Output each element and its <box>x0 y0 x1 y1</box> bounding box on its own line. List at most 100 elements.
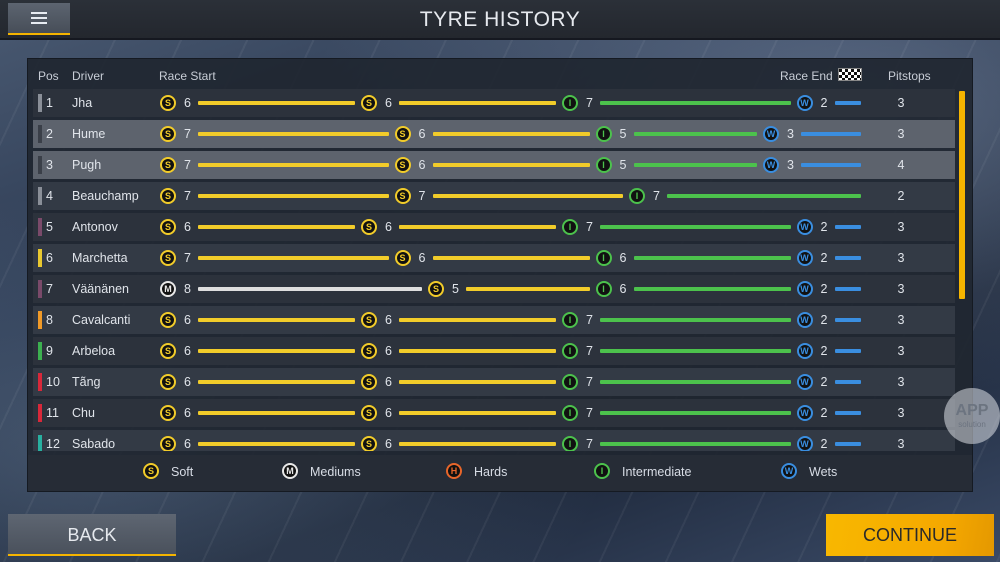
table-row[interactable]: 1 Jha S 6 S 6 I 7 W 2 3 <box>33 89 955 117</box>
watermark-line2: solution <box>958 420 986 429</box>
table-row[interactable]: 4 Beauchamp S 7 S 7 I 7 2 <box>33 182 955 210</box>
stint-bar <box>399 380 556 384</box>
driver-name: Chu <box>72 406 95 420</box>
stint-laps: 7 <box>184 251 191 265</box>
team-color-bar <box>38 218 42 236</box>
soft-tyre-icon: S <box>361 343 377 359</box>
stint-laps: 7 <box>586 375 593 389</box>
stint-bar <box>801 163 861 167</box>
driver-name: Väänänen <box>72 282 130 296</box>
driver-rows[interactable]: 1 Jha S 6 S 6 I 7 W 2 3 2 Hume S 7 S 6 I 5 W 3 3 3 Pugh S 7 S 6 I 5 W 3… <box>33 89 955 451</box>
stint-laps: 2 <box>820 251 828 265</box>
soft-tyre-icon: S <box>394 250 411 266</box>
soft-tyre-icon: S <box>160 405 176 421</box>
stint-bar <box>399 318 556 322</box>
soft-tyre-icon: S <box>160 188 176 204</box>
stint-bar <box>399 101 556 105</box>
intermediate-tyre-icon: I <box>595 126 612 142</box>
driver-name: Sabado <box>72 437 116 451</box>
driver-name: Beauchamp <box>72 189 139 203</box>
table-row[interactable]: 5 Antonov S 6 S 6 I 7 W 2 3 <box>33 213 955 241</box>
table-header: Pos Driver Race Start Race End Pitstops <box>28 59 968 87</box>
team-color-bar <box>38 280 42 298</box>
medium-tyre-icon: M <box>282 463 298 479</box>
intermediate-tyre-icon: I <box>629 188 645 204</box>
stint-laps: 6 <box>184 313 191 327</box>
stint-bar <box>198 442 355 446</box>
driver-name: Tãng <box>72 375 101 389</box>
stint-laps: 6 <box>184 375 191 389</box>
soft-tyre-icon: S <box>394 157 411 173</box>
soft-tyre-icon: S <box>361 436 377 451</box>
stint-bar <box>466 287 590 291</box>
header-pos: Pos <box>38 69 59 83</box>
table-row[interactable]: 8 Cavalcanti S 6 S 6 I 7 W 2 3 <box>33 306 955 334</box>
soft-tyre-icon: S <box>160 157 176 173</box>
scrollbar-thumb[interactable] <box>959 91 965 299</box>
table-row[interactable]: 12 Sabado S 6 S 6 I 7 W 2 3 <box>33 430 955 451</box>
intermediate-tyre-icon: I <box>595 281 612 297</box>
stint-laps: 6 <box>385 96 392 110</box>
intermediate-tyre-icon: I <box>595 157 612 173</box>
table-row[interactable]: 6 Marchetta S 7 S 6 I 6 W 2 3 <box>33 244 955 272</box>
soft-tyre-icon: S <box>394 126 411 142</box>
stint-bar <box>399 225 556 229</box>
stint-laps: 2 <box>820 220 828 234</box>
driver-position: 12 <box>46 437 60 451</box>
stint-bar <box>399 349 556 353</box>
team-color-bar <box>38 249 42 267</box>
table-row[interactable]: 7 Väänänen M 8 S 5 I 6 W 2 3 <box>33 275 955 303</box>
continue-button[interactable]: CONTINUE <box>826 514 994 556</box>
table-row[interactable]: 2 Hume S 7 S 6 I 5 W 3 3 <box>33 120 955 148</box>
stint-bar <box>600 380 791 384</box>
stint-laps: 7 <box>586 313 593 327</box>
wet-tyre-icon: W <box>781 463 797 479</box>
stint-laps: 7 <box>184 127 191 141</box>
stint-bar <box>834 101 861 105</box>
header-driver: Driver <box>72 69 104 83</box>
soft-tyre-icon: S <box>160 250 176 266</box>
table-row[interactable]: 9 Arbeloa S 6 S 6 I 7 W 2 3 <box>33 337 955 365</box>
soft-tyre-icon: S <box>160 374 176 390</box>
driver-position: 4 <box>46 189 53 203</box>
stint-laps: 7 <box>184 189 191 203</box>
driver-position: 9 <box>46 344 53 358</box>
hard-tyre-icon: H <box>446 463 462 479</box>
table-row[interactable]: 11 Chu S 6 S 6 I 7 W 2 3 <box>33 399 955 427</box>
wet-tyre-icon: W <box>796 343 813 359</box>
soft-tyre-icon: S <box>160 436 176 451</box>
stint-laps: 8 <box>184 282 191 296</box>
menu-button[interactable] <box>8 3 70 35</box>
stint-bar <box>834 349 861 353</box>
table-row[interactable]: 10 Tãng S 6 S 6 I 7 W 2 3 <box>33 368 955 396</box>
stint-laps: 6 <box>184 406 191 420</box>
back-button[interactable]: BACK <box>8 514 176 556</box>
soft-tyre-icon: S <box>361 95 377 111</box>
stint-bar <box>633 287 791 291</box>
stint-laps: 6 <box>385 220 392 234</box>
soft-tyre-icon: S <box>361 405 377 421</box>
stint-laps: 2 <box>820 437 828 451</box>
scrollbar[interactable] <box>956 89 966 451</box>
stint-laps: 7 <box>653 189 660 203</box>
stint-bar <box>600 318 791 322</box>
wet-tyre-icon: W <box>796 281 813 297</box>
driver-position: 10 <box>46 375 60 389</box>
stint-laps: 7 <box>586 96 593 110</box>
stint-bar <box>432 163 590 167</box>
pitstop-count: 3 <box>897 220 905 234</box>
driver-position: 6 <box>46 251 53 265</box>
stint-bar <box>198 318 355 322</box>
driver-position: 1 <box>46 96 53 110</box>
stint-laps: 6 <box>184 437 191 451</box>
stint-laps: 2 <box>820 313 828 327</box>
legend-label-hard: Hards <box>474 465 508 479</box>
stint-bar <box>600 349 791 353</box>
wet-tyre-icon: W <box>796 219 813 235</box>
soft-tyre-icon: S <box>160 126 176 142</box>
soft-tyre-icon: S <box>428 281 444 297</box>
stint-bar <box>198 101 355 105</box>
stint-laps: 2 <box>820 282 828 296</box>
table-row[interactable]: 3 Pugh S 7 S 6 I 5 W 3 4 <box>33 151 955 179</box>
soft-tyre-icon: S <box>361 374 377 390</box>
